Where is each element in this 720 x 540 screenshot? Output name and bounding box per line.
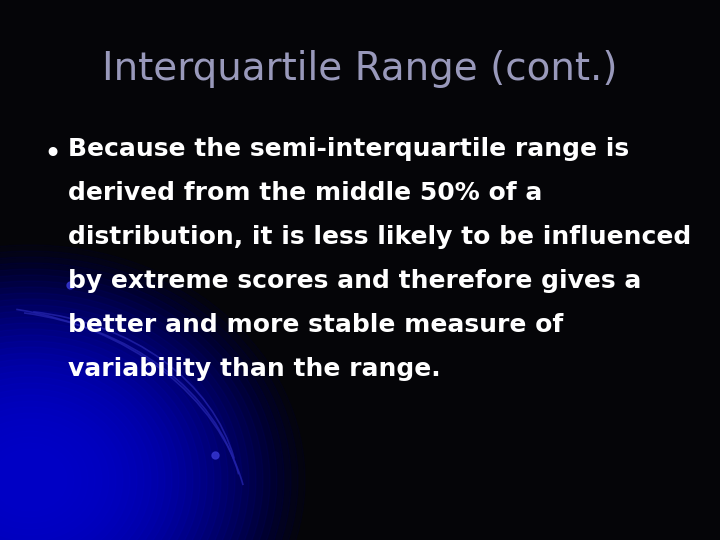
Ellipse shape [0,311,228,540]
Ellipse shape [0,293,249,540]
Ellipse shape [0,317,221,540]
Ellipse shape [0,323,214,540]
Text: distribution, it is less likely to be influenced: distribution, it is less likely to be in… [68,225,691,249]
Ellipse shape [0,437,81,523]
Text: Interquartile Range (cont.): Interquartile Range (cont.) [102,50,618,88]
Ellipse shape [0,299,242,540]
Ellipse shape [0,281,263,540]
Ellipse shape [0,383,144,540]
Ellipse shape [0,305,235,540]
Text: •: • [43,140,61,169]
Text: better and more stable measure of: better and more stable measure of [68,313,563,337]
Ellipse shape [0,401,123,540]
Ellipse shape [0,275,270,540]
Text: derived from the middle 50% of a: derived from the middle 50% of a [68,181,542,205]
Text: by extreme scores and therefore gives a: by extreme scores and therefore gives a [68,269,642,293]
Ellipse shape [0,377,151,540]
Ellipse shape [0,347,186,540]
Ellipse shape [0,425,95,535]
Ellipse shape [0,359,172,540]
Ellipse shape [0,371,158,540]
Ellipse shape [0,449,67,511]
Ellipse shape [0,335,200,540]
Ellipse shape [0,287,256,540]
Text: variability than the range.: variability than the range. [68,357,441,381]
Ellipse shape [0,269,277,540]
Ellipse shape [0,413,109,540]
Text: Because the semi-interquartile range is: Because the semi-interquartile range is [68,137,629,161]
Ellipse shape [0,365,165,540]
Ellipse shape [0,395,130,540]
Ellipse shape [0,341,193,540]
Ellipse shape [0,407,116,540]
Ellipse shape [0,443,74,517]
Ellipse shape [0,419,102,540]
Ellipse shape [0,263,284,540]
Ellipse shape [0,431,88,529]
Ellipse shape [0,329,207,540]
Ellipse shape [0,389,137,540]
Ellipse shape [0,353,179,540]
